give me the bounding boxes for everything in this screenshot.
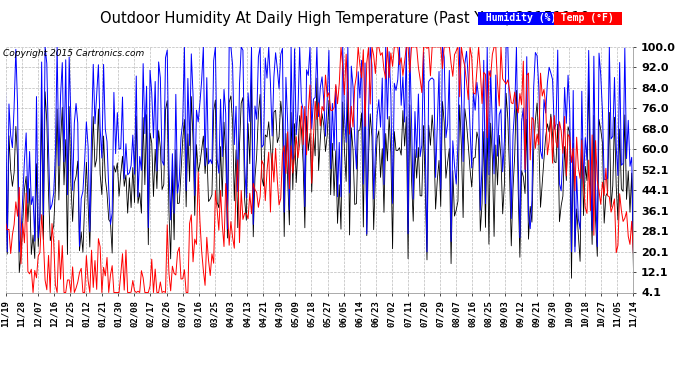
Text: Temp (°F): Temp (°F) bbox=[555, 13, 620, 23]
Text: Humidity (%): Humidity (%) bbox=[480, 13, 562, 23]
Text: Outdoor Humidity At Daily High Temperature (Past Year) 20151119: Outdoor Humidity At Daily High Temperatu… bbox=[100, 11, 590, 26]
Text: Copyright 2015 Cartronics.com: Copyright 2015 Cartronics.com bbox=[3, 49, 145, 58]
